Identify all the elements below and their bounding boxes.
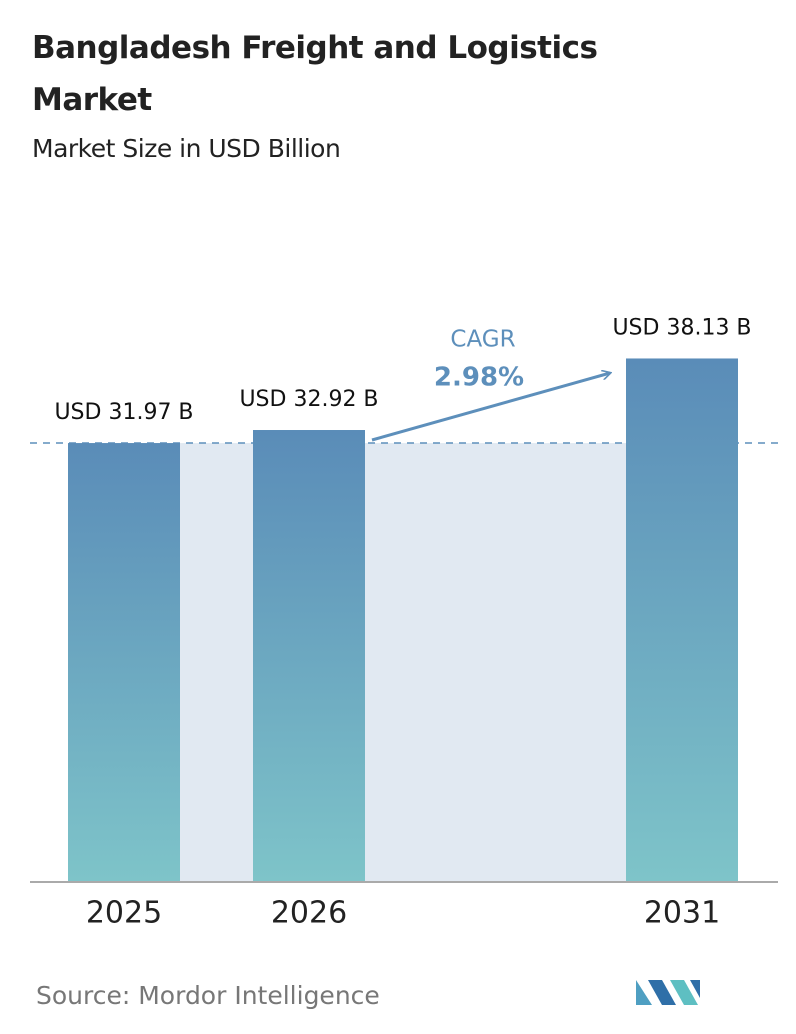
- x-tick-label: 2025: [86, 896, 162, 931]
- chart-subtitle: Market Size in USD Billion: [32, 134, 341, 163]
- x-tick-label: 2026: [271, 896, 347, 931]
- cagr-label: CAGR: [450, 327, 515, 353]
- bar: [253, 430, 365, 882]
- chart-title: Bangladesh Freight and Logistics Market: [32, 30, 598, 118]
- cagr-arrow: [371, 373, 610, 442]
- logo: [636, 980, 700, 1005]
- x-tick-label: 2031: [644, 896, 720, 931]
- source: Source: Mordor Intelligence: [36, 981, 380, 1010]
- value-label: USD 32.92 B: [239, 387, 378, 412]
- bar: [68, 443, 180, 882]
- bar: [626, 358, 738, 882]
- value-label: USD 38.13 B: [612, 315, 751, 340]
- value-label: USD 31.97 B: [54, 400, 193, 425]
- shade-band: [124, 443, 682, 882]
- cagr-value: 2.98%: [434, 363, 524, 393]
